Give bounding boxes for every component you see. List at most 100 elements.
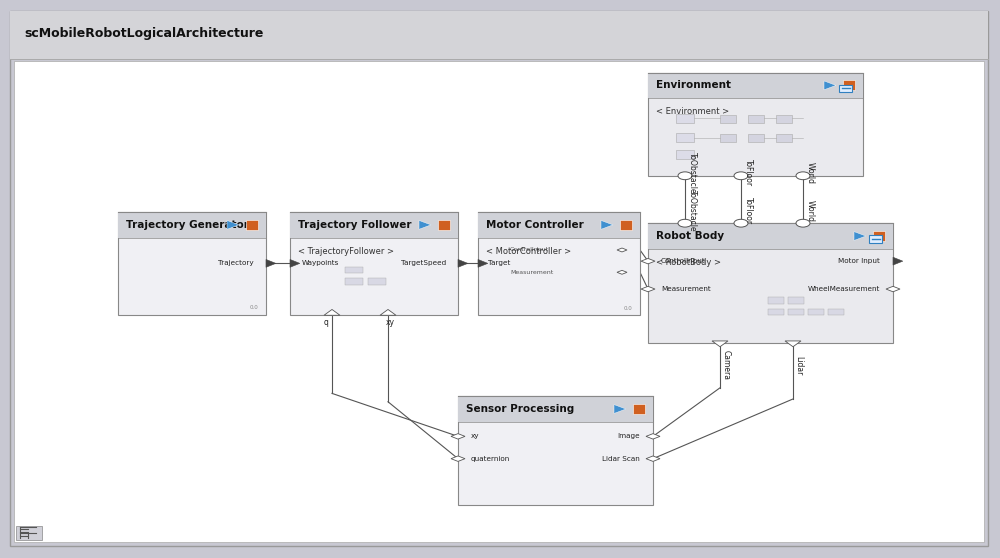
- Text: scMobileRobotLogicalArchitecture: scMobileRobotLogicalArchitecture: [24, 27, 263, 40]
- Polygon shape: [641, 258, 655, 264]
- FancyBboxPatch shape: [676, 114, 694, 123]
- Polygon shape: [646, 434, 660, 439]
- Text: Waypoints: Waypoints: [302, 261, 339, 266]
- Text: Lidar: Lidar: [794, 356, 804, 375]
- FancyBboxPatch shape: [720, 115, 736, 123]
- Polygon shape: [617, 248, 627, 252]
- FancyBboxPatch shape: [345, 278, 363, 285]
- FancyBboxPatch shape: [776, 134, 792, 142]
- Polygon shape: [617, 271, 627, 274]
- FancyBboxPatch shape: [648, 73, 863, 176]
- Text: < MotorController >: < MotorController >: [486, 247, 571, 256]
- Polygon shape: [246, 220, 258, 230]
- FancyBboxPatch shape: [648, 223, 893, 343]
- FancyBboxPatch shape: [478, 212, 640, 315]
- FancyBboxPatch shape: [10, 11, 988, 546]
- Text: Environment: Environment: [656, 80, 731, 90]
- FancyBboxPatch shape: [458, 396, 653, 505]
- FancyBboxPatch shape: [776, 115, 792, 123]
- FancyBboxPatch shape: [648, 223, 893, 249]
- FancyBboxPatch shape: [788, 309, 804, 315]
- Text: TargetSpeed: TargetSpeed: [401, 261, 446, 266]
- Text: ToObstacle: ToObstacle: [688, 190, 697, 232]
- Polygon shape: [843, 80, 855, 90]
- Polygon shape: [458, 259, 468, 267]
- Polygon shape: [873, 231, 885, 241]
- Polygon shape: [324, 310, 340, 315]
- FancyBboxPatch shape: [118, 212, 266, 315]
- Circle shape: [678, 172, 692, 180]
- Polygon shape: [620, 220, 632, 230]
- Text: < Environment >: < Environment >: [656, 107, 729, 116]
- Circle shape: [734, 172, 748, 180]
- Polygon shape: [633, 404, 645, 414]
- Text: quaternion: quaternion: [471, 456, 510, 461]
- Text: 0.0: 0.0: [623, 306, 632, 311]
- Polygon shape: [438, 220, 450, 230]
- Polygon shape: [290, 259, 300, 267]
- FancyBboxPatch shape: [748, 115, 764, 123]
- Polygon shape: [646, 456, 660, 461]
- Polygon shape: [785, 341, 801, 347]
- FancyBboxPatch shape: [458, 396, 653, 422]
- Text: Camera: Camera: [722, 350, 730, 381]
- Polygon shape: [614, 405, 626, 413]
- FancyBboxPatch shape: [118, 212, 266, 238]
- FancyBboxPatch shape: [869, 235, 882, 243]
- FancyBboxPatch shape: [676, 150, 694, 159]
- FancyBboxPatch shape: [290, 212, 458, 315]
- Text: Lidar Scan: Lidar Scan: [602, 456, 640, 461]
- Circle shape: [796, 219, 810, 227]
- Circle shape: [678, 219, 692, 227]
- Polygon shape: [380, 310, 396, 315]
- Polygon shape: [227, 220, 239, 229]
- Text: Trajectory Generator: Trajectory Generator: [126, 220, 249, 230]
- Text: Measurement: Measurement: [510, 270, 553, 275]
- Polygon shape: [886, 286, 900, 292]
- Polygon shape: [451, 456, 465, 461]
- Circle shape: [796, 172, 810, 180]
- Text: Measurement: Measurement: [661, 286, 711, 292]
- FancyBboxPatch shape: [14, 61, 984, 542]
- Text: xy: xy: [386, 318, 394, 328]
- FancyBboxPatch shape: [290, 212, 458, 238]
- Polygon shape: [893, 257, 903, 265]
- FancyBboxPatch shape: [768, 309, 784, 315]
- Text: Target: Target: [488, 261, 510, 266]
- FancyBboxPatch shape: [368, 278, 386, 285]
- FancyBboxPatch shape: [748, 134, 764, 142]
- Text: < RobotBody >: < RobotBody >: [656, 258, 721, 267]
- Polygon shape: [601, 220, 613, 229]
- FancyBboxPatch shape: [839, 85, 852, 92]
- Text: ToObstacle: ToObstacle: [688, 152, 697, 194]
- FancyBboxPatch shape: [788, 297, 804, 304]
- Text: < TrajectoryFollower >: < TrajectoryFollower >: [298, 247, 394, 256]
- Text: 0.0: 0.0: [249, 305, 258, 310]
- Polygon shape: [451, 434, 465, 439]
- Polygon shape: [641, 286, 655, 292]
- FancyBboxPatch shape: [720, 134, 736, 142]
- FancyBboxPatch shape: [648, 73, 863, 98]
- Text: ToFloor: ToFloor: [744, 197, 753, 224]
- Polygon shape: [266, 259, 276, 267]
- Polygon shape: [854, 232, 866, 240]
- FancyBboxPatch shape: [16, 526, 42, 540]
- Text: Trajectory Follower: Trajectory Follower: [298, 220, 412, 230]
- Polygon shape: [419, 220, 431, 229]
- FancyBboxPatch shape: [828, 309, 844, 315]
- FancyBboxPatch shape: [10, 11, 988, 59]
- Text: WheelMeasurement: WheelMeasurement: [808, 286, 880, 292]
- Text: ControlInput: ControlInput: [661, 258, 706, 264]
- FancyBboxPatch shape: [808, 309, 824, 315]
- Text: q: q: [324, 318, 328, 328]
- Text: Sensor Processing: Sensor Processing: [466, 404, 574, 414]
- FancyBboxPatch shape: [345, 267, 363, 273]
- FancyBboxPatch shape: [768, 297, 784, 304]
- Text: Trajectory: Trajectory: [218, 261, 254, 266]
- Text: Robot Body: Robot Body: [656, 231, 724, 241]
- Text: ControlInput: ControlInput: [510, 248, 549, 252]
- Circle shape: [734, 219, 748, 227]
- Text: World: World: [806, 162, 814, 184]
- FancyBboxPatch shape: [478, 212, 640, 238]
- Polygon shape: [478, 259, 488, 267]
